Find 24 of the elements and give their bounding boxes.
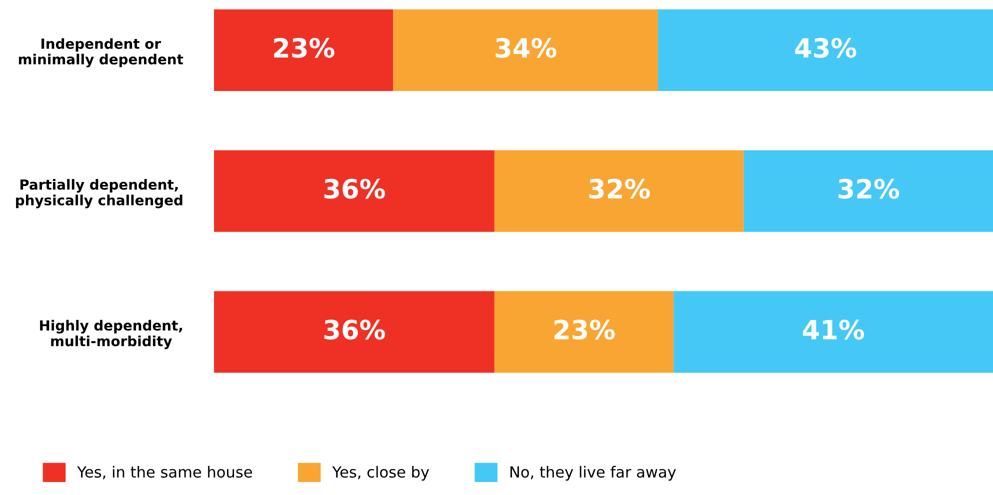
data-label: 23% xyxy=(554,320,615,340)
data-label: 23% xyxy=(274,38,334,58)
bar xyxy=(494,150,744,232)
legend-label: Yes, in the same house xyxy=(77,466,252,480)
bar xyxy=(494,291,674,373)
bar xyxy=(744,150,993,232)
data-label: 36% xyxy=(324,320,385,340)
bar xyxy=(658,9,993,92)
y-tick-label: Partially dependent, physically challenged xyxy=(16,179,182,208)
data-label: 32% xyxy=(838,178,900,199)
bar xyxy=(393,9,658,92)
bar xyxy=(214,291,494,373)
data-label: 43% xyxy=(795,38,856,58)
legend-label: Yes, close by xyxy=(332,466,430,481)
data-label: 34% xyxy=(496,38,556,58)
data-label: 41% xyxy=(802,320,864,340)
data-label: 36% xyxy=(324,178,385,199)
y-tick-label: Highly dependent, multi-morbidity xyxy=(40,320,182,350)
bar xyxy=(214,9,394,92)
legend-label: No, they live far away xyxy=(510,466,676,481)
data-label: 32% xyxy=(589,178,650,199)
y-tick-label: Independent or minimally dependent xyxy=(18,38,184,68)
bar xyxy=(214,150,494,232)
bar xyxy=(674,291,993,373)
